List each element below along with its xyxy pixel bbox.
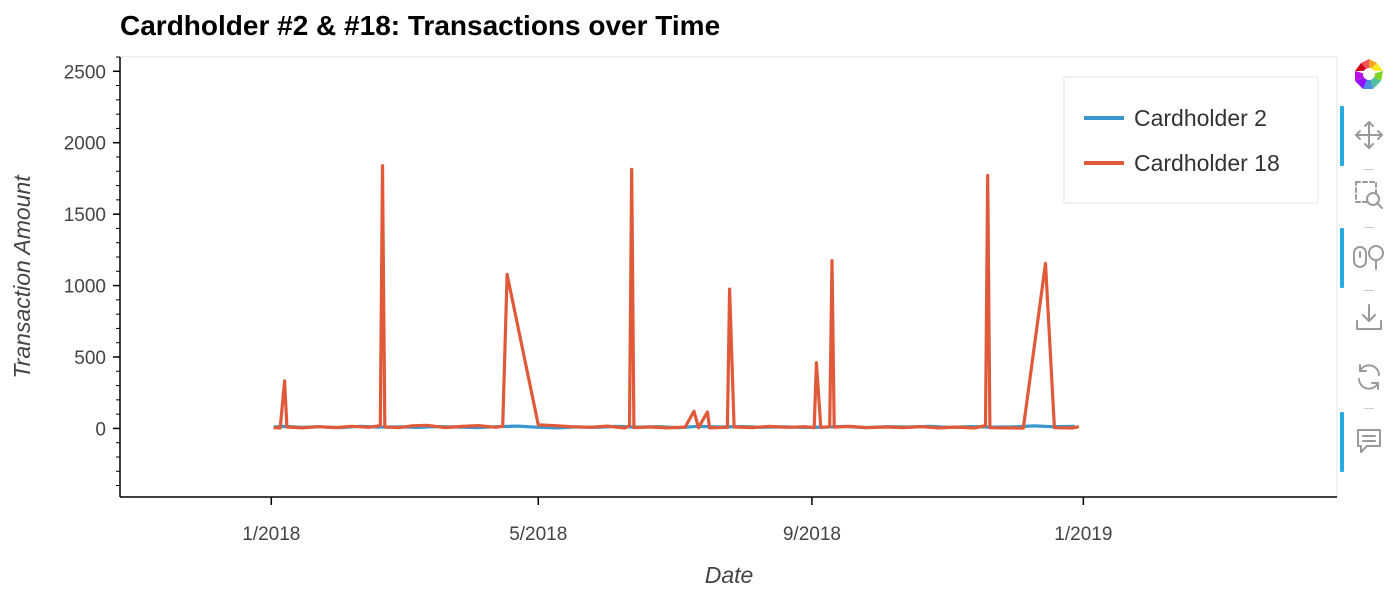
hover-icon[interactable] <box>1348 420 1390 462</box>
x-tick-label: 1/2019 <box>1054 524 1112 545</box>
legend-label-cardholder-2: Cardholder 2 <box>1134 105 1267 131</box>
toolbar-separator <box>1364 227 1374 228</box>
hover-active-indicator <box>1340 412 1344 472</box>
save-icon[interactable] <box>1348 296 1390 338</box>
y-tick-label: 2500 <box>64 62 106 83</box>
chart-toolbar <box>1340 50 1398 480</box>
chart-title: Cardholder #2 & #18: Transactions over T… <box>120 10 721 41</box>
box-zoom-icon[interactable] <box>1348 174 1390 216</box>
legend: Cardholder 2 Cardholder 18 <box>1063 76 1319 204</box>
wheel-zoom-icon[interactable] <box>1348 236 1390 278</box>
x-axis-title: Date <box>705 562 754 588</box>
toolbar-separator <box>1364 169 1374 170</box>
wheel-zoom-active-indicator <box>1340 228 1344 288</box>
y-tick-label: 1000 <box>64 277 106 298</box>
pan-icon[interactable] <box>1348 114 1390 156</box>
legend-label-cardholder-18: Cardholder 18 <box>1134 150 1280 176</box>
axes-layer: 0 500 1000 1500 2000 2500 1/2018 5/2018 9/2018 1/… <box>64 56 1337 545</box>
pan-active-indicator <box>1340 106 1344 166</box>
reset-icon[interactable] <box>1348 356 1390 398</box>
y-tick-label: 500 <box>74 348 106 369</box>
series-line-cardholder-18 <box>273 164 1080 430</box>
toolbar-separator <box>1364 290 1374 291</box>
y-axis-title: Transaction Amount <box>9 174 35 379</box>
bokeh-logo-icon[interactable] <box>1348 54 1390 96</box>
toolbar-separator <box>1364 408 1374 409</box>
x-tick-label: 5/2018 <box>509 524 567 545</box>
y-tick-label: 2000 <box>64 134 106 155</box>
x-tick-label: 1/2018 <box>242 524 300 545</box>
legend-box <box>1063 76 1319 204</box>
y-tick-label: 1500 <box>64 205 106 226</box>
y-tick-label: 0 <box>95 419 106 440</box>
x-tick-label: 9/2018 <box>783 524 841 545</box>
series-layer <box>273 164 1080 430</box>
